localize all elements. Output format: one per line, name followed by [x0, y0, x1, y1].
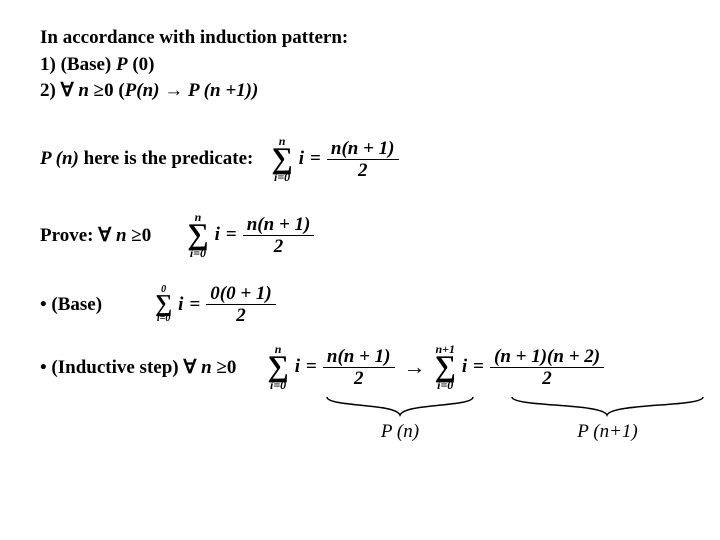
sum-var: i [295, 356, 300, 378]
frac-den: 2 [243, 236, 315, 256]
intro-base-line: 1) (Base) P (0) [40, 53, 680, 78]
step-Pn1-arg: (n +1)) [204, 80, 259, 101]
eq-sign: = [189, 294, 200, 316]
predicate-suffix: here is the predicate: [79, 148, 253, 169]
predicate-arg: (n) [56, 148, 79, 169]
base-bullet: • (Base) [40, 294, 102, 316]
frac-num: 0(0 + 1) [206, 284, 275, 305]
step-n: n [74, 80, 94, 101]
sigma-icon: ∑ [155, 295, 172, 314]
sigma-icon: ∑ [267, 355, 288, 379]
prove-text: Prove: [40, 225, 98, 246]
sum-lower: i=0 [270, 379, 286, 391]
eq-sign: = [473, 356, 484, 378]
intro-step-line: 2) ∀ n ≥0 (P(n) → P (n +1)) [40, 79, 680, 104]
curly-brace-icon [325, 395, 475, 417]
base-label: 1) (Base) [40, 54, 116, 75]
sum-symbol: n ∑ i=0 [271, 135, 292, 183]
slide-content: In accordance with induction pattern: 1)… [0, 0, 720, 479]
inductive-lhs-box: n ∑ i=0 i = n(n + 1) 2 [264, 343, 397, 391]
prove-ge: ≥ [131, 225, 141, 246]
predicate-label: P (n) here is the predicate: [40, 148, 253, 170]
prove-label: Prove: ∀ n ≥0 [40, 224, 151, 247]
eq-sign: = [226, 224, 237, 246]
frac-num: (n + 1)(n + 2) [490, 347, 604, 368]
sum-var: i [462, 356, 467, 378]
inductive-lhs: n ∑ i=0 i = n(n + 1) 2 [264, 343, 397, 391]
brace-arg: (n+1) [593, 421, 637, 442]
brace-P: P [381, 421, 397, 442]
intro-line-1: In accordance with induction pattern: [40, 26, 680, 51]
ind-n: n [196, 357, 216, 378]
fraction: n(n + 1) 2 [243, 215, 315, 256]
inductive-rhs-box: n+1 ∑ i=0 i = (n + 1)(n + 2) 2 [432, 343, 608, 391]
sum-var: i [215, 224, 220, 246]
frac-num: n(n + 1) [323, 347, 395, 368]
sum-lower: i=0 [274, 171, 290, 183]
sum-symbol: n ∑ i=0 [267, 343, 288, 391]
fraction: 0(0 + 1) 2 [206, 284, 275, 325]
frac-den: 2 [490, 368, 604, 388]
fraction: n(n + 1) 2 [323, 347, 395, 388]
brace-left-label: P (n) [325, 421, 475, 443]
frac-den: 2 [327, 160, 399, 180]
brace-row: P (n) P (n+1) [40, 395, 680, 455]
sigma-icon: ∑ [271, 147, 292, 171]
implies-arrow-icon: → [404, 354, 426, 380]
predicate-formula: n ∑ i=0 i = n(n + 1) 2 [265, 132, 404, 186]
base-formula: 0 ∑ i=0 i = 0(0 + 1) 2 [152, 284, 279, 325]
eq-sign: = [306, 356, 317, 378]
step-zero: 0 ( [104, 80, 125, 101]
frac-num: n(n + 1) [243, 215, 315, 236]
prove-n: n [111, 225, 131, 246]
predicate-P: P [40, 148, 56, 169]
sum-symbol: n ∑ i=0 [187, 211, 208, 259]
curly-brace-icon [510, 395, 705, 417]
step-Pn-arg: (n) [136, 80, 164, 101]
forall-symbol: ∀ [61, 80, 74, 101]
sum-lower: i=0 [157, 314, 170, 324]
fraction: (n + 1)(n + 2) 2 [490, 347, 604, 388]
sigma-icon: ∑ [187, 223, 208, 247]
fraction: n(n + 1) 2 [327, 139, 399, 180]
inductive-rhs: n+1 ∑ i=0 i = (n + 1)(n + 2) 2 [432, 343, 608, 391]
sum-symbol: 0 ∑ i=0 [155, 285, 172, 324]
inductive-bullet: • (Inductive step) ∀ n ≥0 [40, 356, 236, 379]
ind-forall: ∀ [183, 357, 196, 378]
predicate-section: P (n) here is the predicate: n ∑ i=0 i =… [40, 132, 680, 186]
step-Pn1: P [183, 80, 203, 101]
eq-sign: = [310, 148, 321, 170]
step-ge: ≥ [94, 80, 104, 101]
sum-var: i [299, 148, 304, 170]
sigma-icon: ∑ [435, 355, 456, 379]
brace-arg: (n) [397, 421, 419, 442]
sum-lower: i=0 [190, 247, 206, 259]
sum-var: i [178, 294, 183, 316]
ind-zero: 0 [227, 357, 237, 378]
brace-left: P (n) [325, 395, 475, 443]
ind-text: • (Inductive step) [40, 357, 183, 378]
step-Pn: P [125, 80, 137, 101]
sum-lower: i=0 [437, 379, 453, 391]
ind-ge: ≥ [216, 357, 226, 378]
brace-right: P (n+1) [510, 395, 705, 443]
base-P: P [116, 54, 128, 75]
prove-zero: 0 [142, 225, 152, 246]
brace-right-label: P (n+1) [510, 421, 705, 443]
base-bullet-row: • (Base) 0 ∑ i=0 i = 0(0 + 1) 2 [40, 284, 680, 325]
sum-symbol: n+1 ∑ i=0 [435, 343, 456, 391]
frac-num: n(n + 1) [327, 139, 399, 160]
frac-den: 2 [206, 305, 275, 325]
inductive-bullet-row: • (Inductive step) ∀ n ≥0 n ∑ i=0 i = n(… [40, 343, 680, 391]
prove-section: Prove: ∀ n ≥0 n ∑ i=0 i = n(n + 1) 2 [40, 208, 680, 262]
base-arg: (0) [128, 54, 155, 75]
frac-den: 2 [323, 368, 395, 388]
prove-forall: ∀ [98, 225, 111, 246]
step-imp: → [164, 80, 183, 101]
step-label: 2) [40, 80, 61, 101]
brace-P: P [577, 421, 593, 442]
prove-formula: n ∑ i=0 i = n(n + 1) 2 [181, 208, 320, 262]
